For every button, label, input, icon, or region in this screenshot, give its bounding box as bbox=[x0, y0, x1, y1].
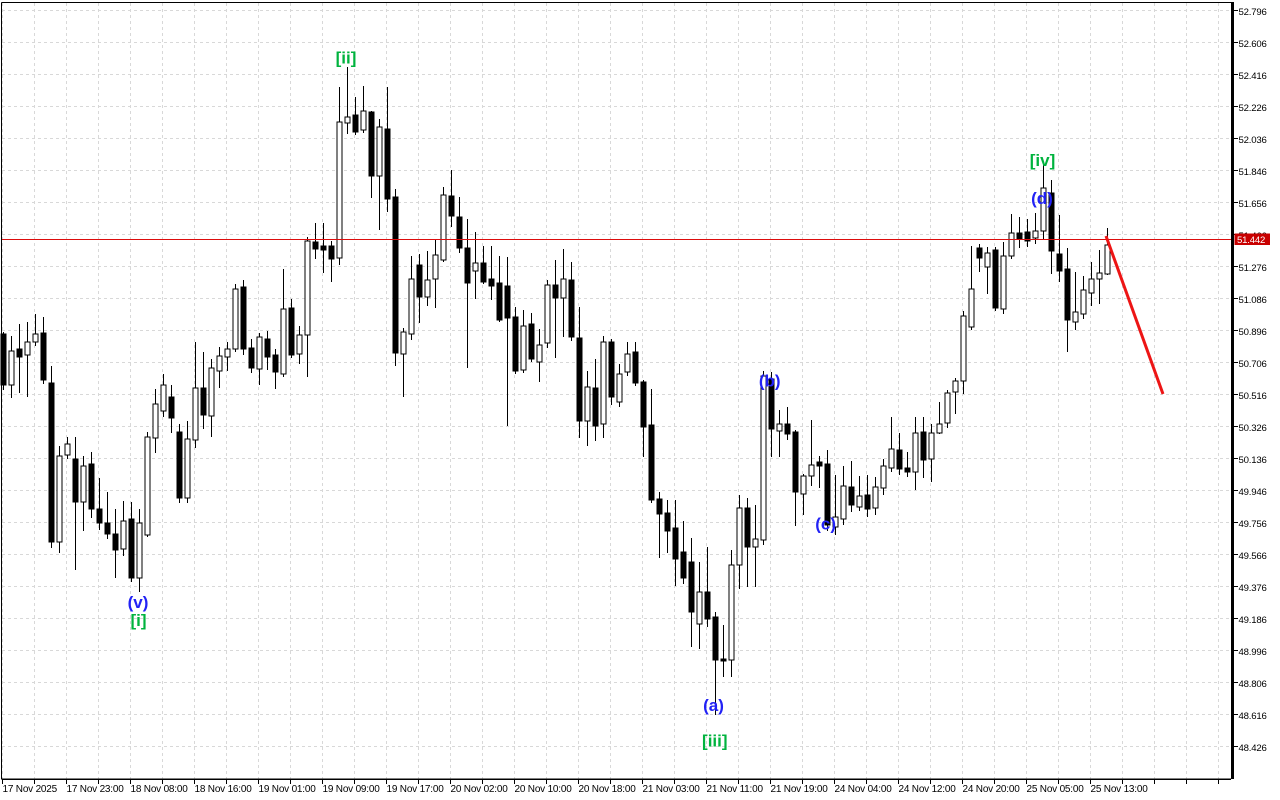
svg-text:20 Nov 10:00: 20 Nov 10:00 bbox=[515, 784, 573, 795]
svg-text:50.706: 50.706 bbox=[1239, 359, 1267, 370]
svg-text:49.756: 49.756 bbox=[1239, 519, 1267, 530]
svg-text:21 Nov 03:00: 21 Nov 03:00 bbox=[643, 784, 701, 795]
svg-text:21 Nov 11:00: 21 Nov 11:00 bbox=[707, 784, 764, 795]
svg-text:[iii]: [iii] bbox=[702, 732, 728, 751]
svg-text:48.426: 48.426 bbox=[1239, 743, 1267, 754]
svg-text:19 Nov 17:00: 19 Nov 17:00 bbox=[387, 784, 445, 795]
svg-text:(c): (c) bbox=[815, 515, 836, 534]
svg-text:51.656: 51.656 bbox=[1239, 199, 1267, 210]
svg-text:[i]: [i] bbox=[130, 611, 146, 630]
svg-text:48.616: 48.616 bbox=[1239, 711, 1267, 722]
svg-text:24 Nov 04:00: 24 Nov 04:00 bbox=[835, 784, 893, 795]
svg-text:24 Nov 20:00: 24 Nov 20:00 bbox=[963, 784, 1021, 795]
svg-text:20 Nov 18:00: 20 Nov 18:00 bbox=[579, 784, 637, 795]
svg-text:17 Nov 23:00: 17 Nov 23:00 bbox=[67, 784, 125, 795]
svg-text:19 Nov 09:00: 19 Nov 09:00 bbox=[323, 784, 381, 795]
svg-text:[iv]: [iv] bbox=[1030, 151, 1056, 170]
svg-text:24 Nov 12:00: 24 Nov 12:00 bbox=[899, 784, 957, 795]
svg-text:21 Nov 19:00: 21 Nov 19:00 bbox=[771, 784, 829, 795]
svg-text:[ii]: [ii] bbox=[336, 49, 357, 68]
svg-text:48.996: 48.996 bbox=[1239, 647, 1267, 658]
svg-text:51.086: 51.086 bbox=[1239, 295, 1267, 306]
svg-text:52.796: 52.796 bbox=[1239, 7, 1267, 18]
svg-text:19 Nov 01:00: 19 Nov 01:00 bbox=[259, 784, 317, 795]
svg-text:18 Nov 08:00: 18 Nov 08:00 bbox=[131, 784, 189, 795]
svg-text:25 Nov 05:00: 25 Nov 05:00 bbox=[1027, 784, 1085, 795]
svg-text:49.566: 49.566 bbox=[1239, 551, 1267, 562]
svg-text:49.376: 49.376 bbox=[1239, 583, 1267, 594]
svg-text:50.326: 50.326 bbox=[1239, 423, 1267, 434]
svg-text:52.416: 52.416 bbox=[1239, 71, 1267, 82]
svg-text:51.846: 51.846 bbox=[1239, 167, 1267, 178]
svg-text:20 Nov 02:00: 20 Nov 02:00 bbox=[451, 784, 509, 795]
svg-text:(b): (b) bbox=[759, 372, 781, 391]
svg-text:52.036: 52.036 bbox=[1239, 135, 1267, 146]
svg-text:49.946: 49.946 bbox=[1239, 487, 1267, 498]
svg-text:18 Nov 16:00: 18 Nov 16:00 bbox=[195, 784, 253, 795]
svg-text:50.516: 50.516 bbox=[1239, 391, 1267, 402]
svg-text:52.226: 52.226 bbox=[1239, 103, 1267, 114]
svg-text:51.442: 51.442 bbox=[1237, 235, 1265, 246]
svg-text:52.606: 52.606 bbox=[1239, 39, 1267, 50]
svg-text:(d): (d) bbox=[1031, 189, 1053, 208]
svg-text:50.896: 50.896 bbox=[1239, 327, 1267, 338]
svg-text:25 Nov 13:00: 25 Nov 13:00 bbox=[1091, 784, 1149, 795]
svg-text:(a): (a) bbox=[703, 696, 724, 715]
svg-text:50.136: 50.136 bbox=[1239, 455, 1267, 466]
svg-text:51.276: 51.276 bbox=[1239, 263, 1267, 274]
svg-text:17 Nov 2025: 17 Nov 2025 bbox=[3, 784, 58, 795]
svg-text:48.806: 48.806 bbox=[1239, 679, 1267, 690]
svg-text:49.186: 49.186 bbox=[1239, 615, 1267, 626]
svg-text:(v): (v) bbox=[128, 593, 149, 612]
